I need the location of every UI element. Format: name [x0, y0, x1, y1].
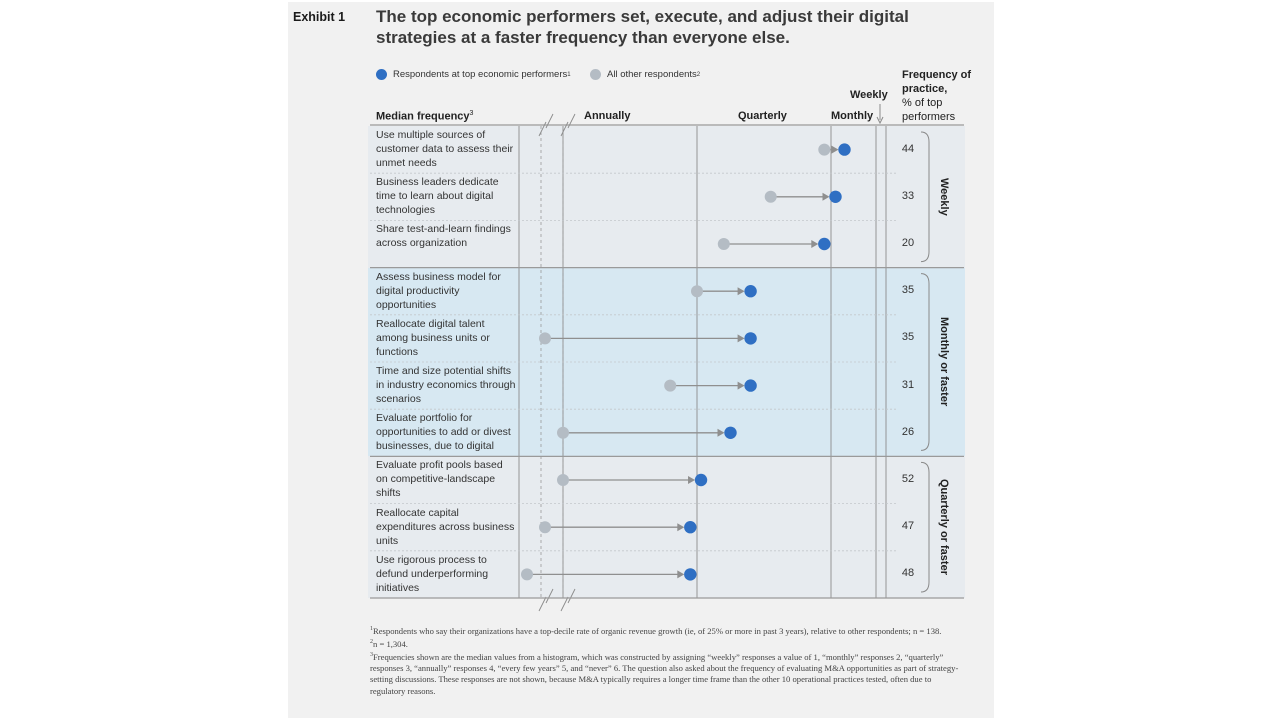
- footnote-3: 3Frequencies shown are the median values…: [370, 651, 959, 696]
- axis-break-mark: [538, 588, 554, 612]
- group-label: Weekly: [938, 177, 950, 216]
- frequency-value: 48: [901, 567, 915, 580]
- legend-top-note: 1: [567, 71, 571, 78]
- frequency-value: 35: [901, 331, 915, 344]
- top-performers-point: [744, 379, 757, 392]
- group-bracket: [920, 131, 930, 263]
- row-label: Share test-and-learn findings across org…: [376, 223, 511, 250]
- frequency-value: 31: [901, 378, 915, 391]
- legend-top-performers: Respondents at top economic performers 1: [376, 69, 571, 80]
- frequency-header: Frequency of practice, % of top performe…: [902, 68, 972, 124]
- connector-arrow: [737, 381, 745, 390]
- frequency-value: 47: [901, 520, 915, 533]
- row-label: Time and size potential shifts in indust…: [376, 365, 516, 405]
- group-label: Monthly or faster: [938, 317, 950, 407]
- row-label: Business leaders dedicate time to learn …: [376, 176, 499, 217]
- tick-label-quarterly: Quarterly: [738, 110, 787, 122]
- legend-other-label: All other respondents: [607, 69, 697, 80]
- top-performers-point: [829, 190, 842, 203]
- connector-arrow: [822, 192, 830, 201]
- row-label: Assess business model for digital produc…: [376, 270, 501, 311]
- frequency-value: 52: [901, 473, 915, 485]
- frequency-value: 35: [901, 284, 915, 297]
- group-bracket: [920, 273, 930, 451]
- connector-arrow: [717, 428, 725, 437]
- top-performers-point: [684, 568, 697, 581]
- row-label: Evaluate profit pools based on competiti…: [376, 459, 503, 500]
- top-performers-point: [694, 473, 708, 487]
- footnote-2: 2n = 1,304.: [370, 638, 408, 649]
- group-band: [368, 126, 965, 268]
- row-label: Reallocate capital expenditures across b…: [376, 506, 515, 547]
- row-label: Use rigorous process to defund underperf…: [376, 553, 489, 594]
- legend-other-respondents: All other respondents 2: [590, 69, 700, 80]
- tick-label-annually: Annually: [584, 110, 631, 122]
- frequency-value: 26: [901, 425, 915, 438]
- axis-break-mark: [560, 588, 576, 612]
- row-label: Evaluate portfolio for opportunities to …: [376, 412, 511, 453]
- frequency-header-sub: % of top performers: [902, 97, 956, 123]
- row-label: Use multiple sources of customer data to…: [376, 129, 514, 169]
- median-frequency-note: 3: [469, 110, 474, 117]
- row-label: Reallocate digital talent among business…: [376, 317, 490, 358]
- legend-top-label: Respondents at top economic performers: [393, 69, 568, 80]
- other-respondents-point: [539, 332, 551, 345]
- tick-label-monthly: Monthly: [831, 110, 874, 122]
- other-respondents-point: [539, 521, 551, 534]
- top-performers-point: [838, 143, 851, 156]
- other-respondents-point: [818, 143, 831, 156]
- footnote-1: 1Respondents who say their organizations…: [370, 625, 942, 636]
- other-respondents-point: [557, 426, 569, 439]
- top-performers-point: [744, 285, 757, 298]
- top-performers-point: [818, 237, 831, 251]
- connector-arrow: [737, 334, 745, 343]
- median-frequency-label: Median frequency: [376, 110, 470, 123]
- frequency-value: 20: [901, 237, 915, 249]
- chart-title: The top economic performers set, execute…: [376, 7, 909, 47]
- other-respondents-point: [557, 474, 569, 486]
- frequency-value: 44: [901, 142, 915, 155]
- group-label: Quarterly or faster: [938, 479, 950, 576]
- connector-arrow: [831, 145, 839, 154]
- exhibit-label: Exhibit 1: [293, 10, 346, 24]
- other-respondents-point: [664, 379, 677, 392]
- top-performers-point: [724, 426, 737, 439]
- other-respondents-point: [764, 190, 777, 203]
- frequency-value: 33: [901, 189, 915, 202]
- legend-other-note: 2: [696, 71, 701, 78]
- connector-arrow: [737, 287, 745, 296]
- top-performers-point: [684, 521, 697, 534]
- connector-arrow: [677, 523, 685, 532]
- frequency-header-title: Frequency of practice,: [902, 69, 972, 95]
- weekly-header: Weekly: [850, 89, 888, 101]
- legend-top-dot: [376, 69, 387, 80]
- other-respondents-point: [521, 568, 533, 581]
- top-performers-point: [744, 332, 757, 345]
- axis-break-mark: [560, 113, 576, 137]
- footnotes: 1Respondents who say their organizations…: [370, 624, 960, 697]
- connector-arrow: [811, 240, 819, 248]
- other-respondents-point: [717, 238, 730, 250]
- median-frequency-header: Median frequency3: [376, 110, 473, 123]
- group-bracket: [920, 461, 930, 593]
- axis-break-mark: [538, 113, 554, 137]
- other-respondents-point: [691, 285, 703, 298]
- weekly-pointer-head: [876, 116, 884, 125]
- legend-other-dot: [590, 69, 601, 80]
- connector-arrow: [677, 570, 685, 579]
- connector-arrow: [688, 476, 696, 484]
